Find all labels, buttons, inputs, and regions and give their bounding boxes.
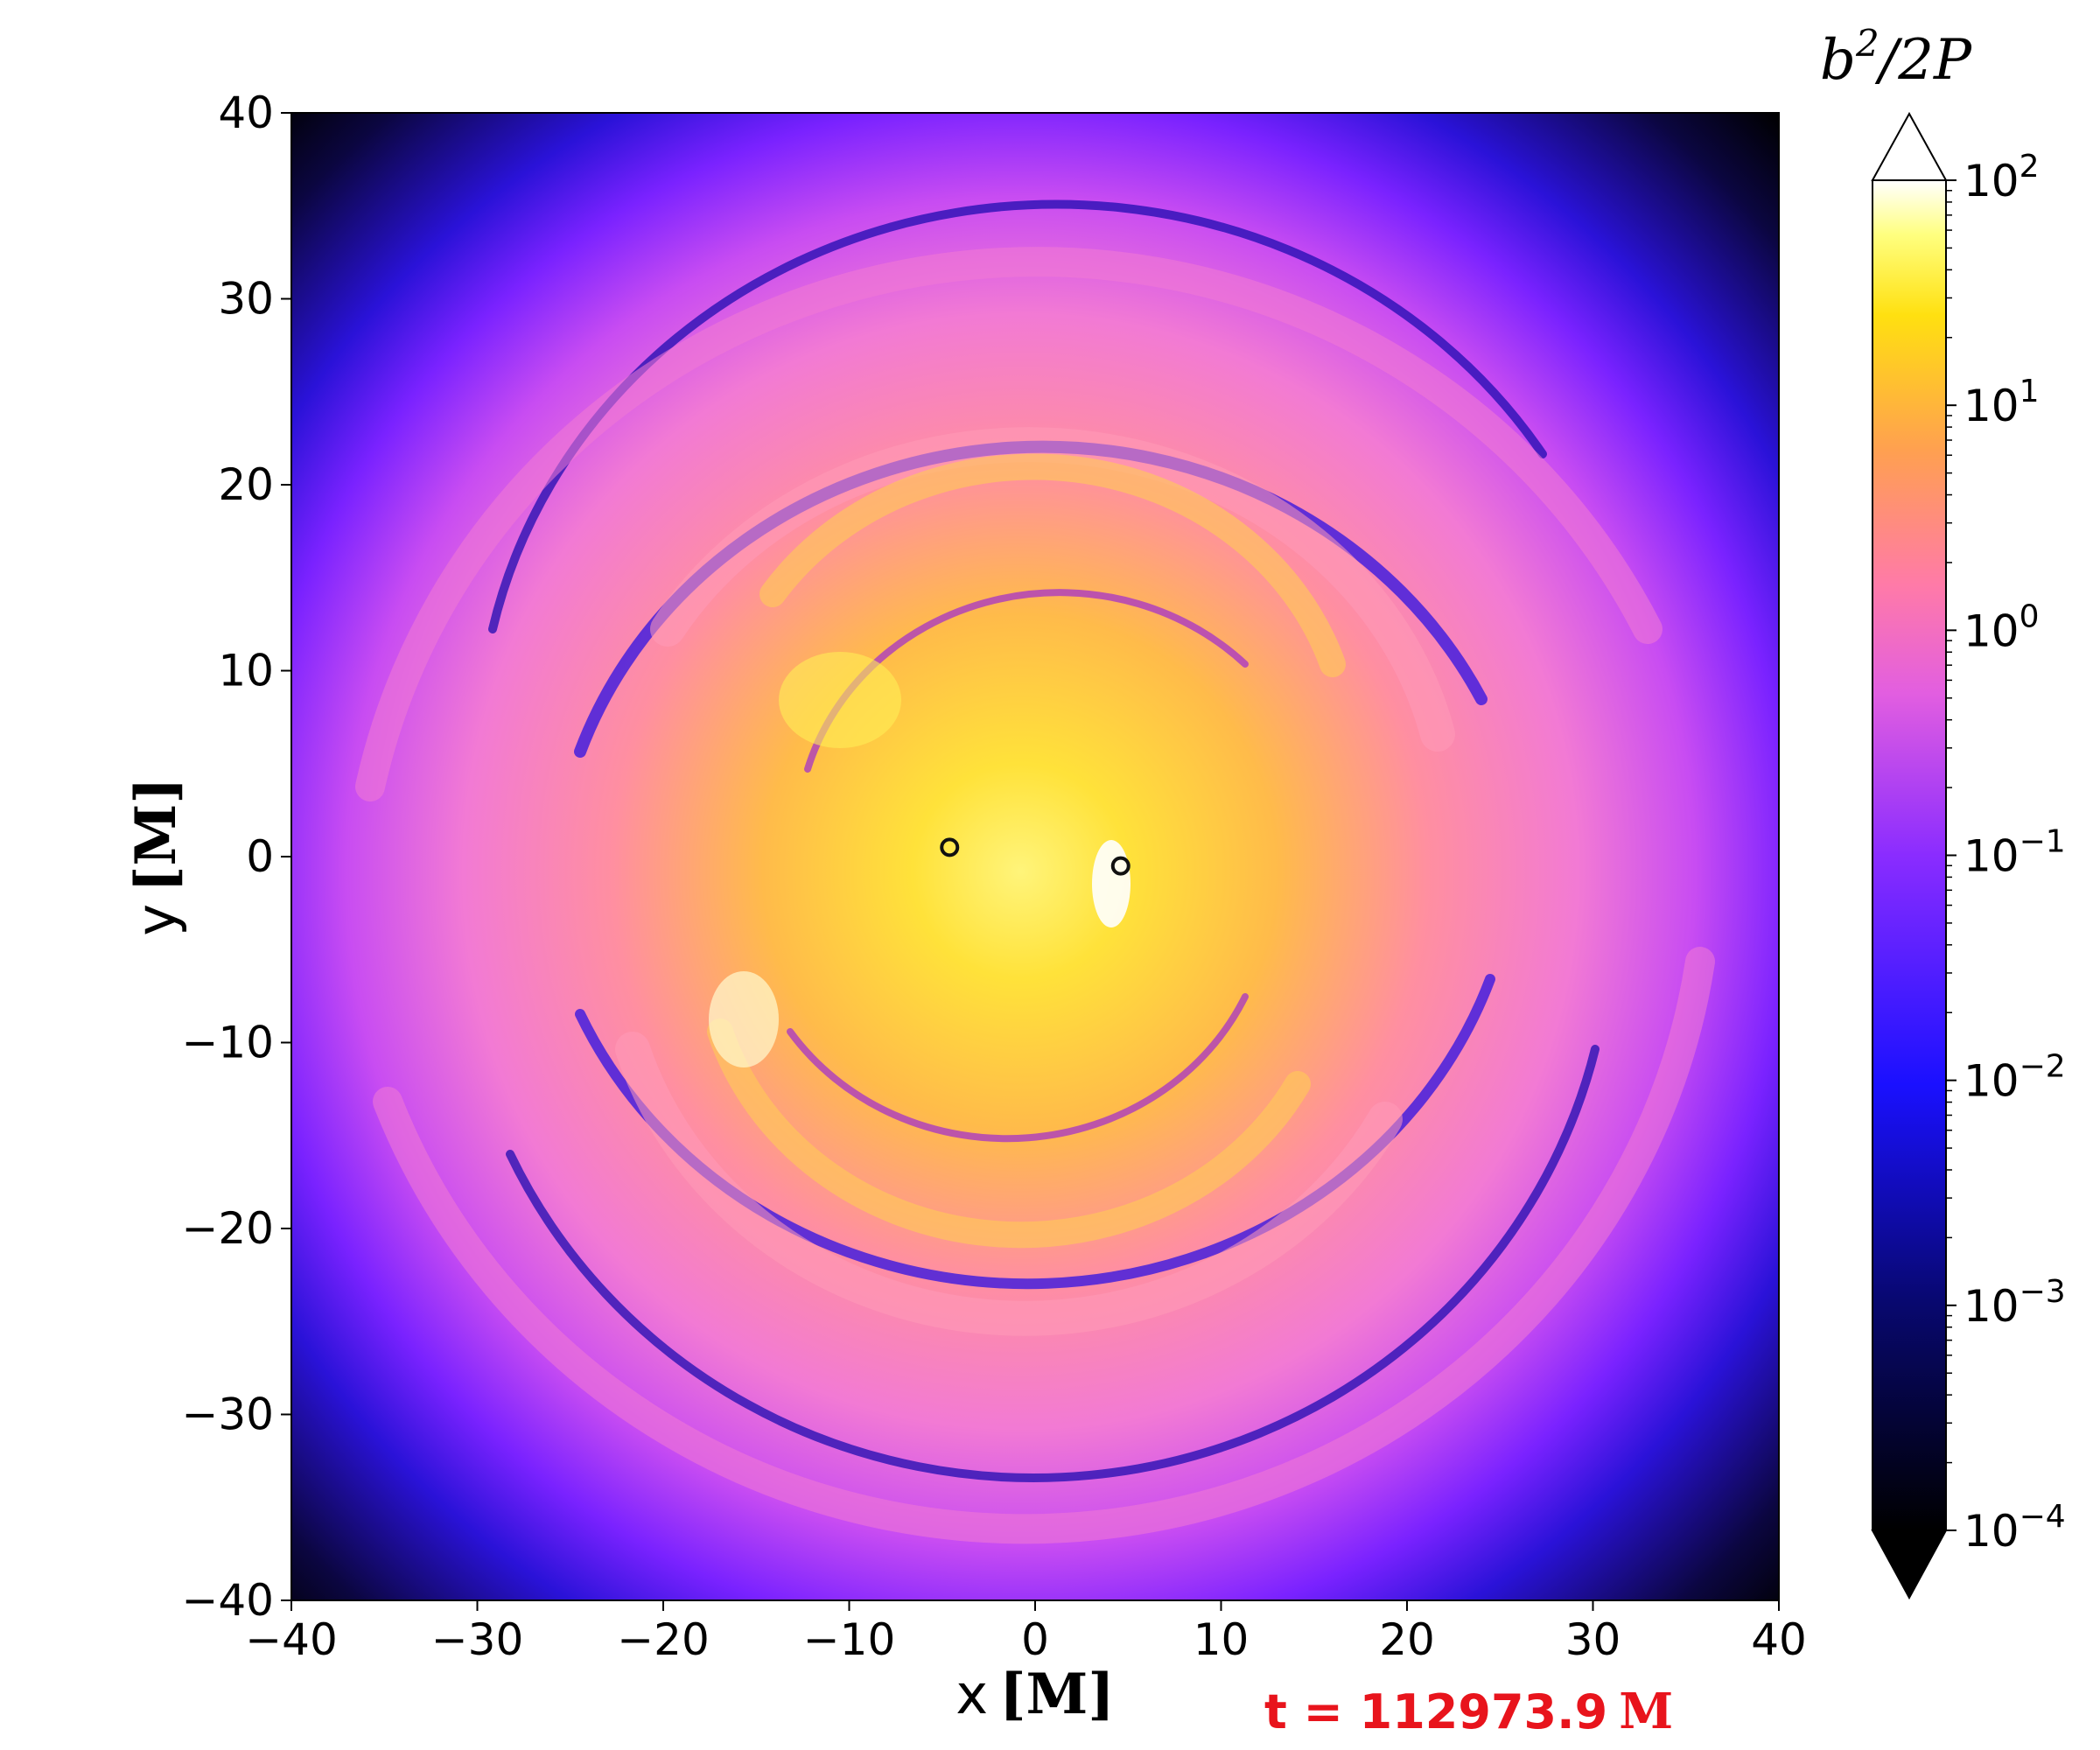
heatmap-field <box>291 113 1779 1600</box>
colorbar: 102 101 100 10−1 10−2 10−3 10−4 b2/2P <box>1820 22 2066 1600</box>
heatmap-plot-area <box>291 113 1779 1600</box>
y-axis-ticks: −40 −30 −20 −10 0 10 20 30 40 <box>181 88 291 1626</box>
colorbar-tick-label: 100 <box>1964 598 2040 656</box>
y-tick-label: −10 <box>181 1018 274 1068</box>
colorbar-tick-label: 10−1 <box>1964 824 2066 882</box>
x-tick-label: 20 <box>1379 1614 1435 1665</box>
x-tick-label: −30 <box>431 1614 524 1665</box>
x-tick-label: 10 <box>1194 1614 1250 1665</box>
black-hole-1-marker <box>940 837 960 858</box>
y-tick-label: −30 <box>181 1390 274 1440</box>
colorbar-tick-label: 101 <box>1964 374 2040 431</box>
x-tick-label: −20 <box>617 1614 710 1665</box>
y-axis-label: y [M] <box>123 777 189 935</box>
x-axis-label: x [M] <box>956 1662 1114 1727</box>
y-tick-label: 0 <box>246 831 274 882</box>
colorbar-title: b2/2P <box>1820 22 1972 93</box>
black-hole-markers <box>940 837 1130 876</box>
x-axis-ticks: −40 −30 −20 −10 0 10 20 30 40 <box>245 1600 1807 1665</box>
y-tick-label: 30 <box>218 274 274 325</box>
y-tick-label: 20 <box>218 459 274 510</box>
y-tick-label: 40 <box>218 88 274 138</box>
colorbar-gradient <box>1872 180 1946 1530</box>
y-tick-label: 10 <box>218 646 274 696</box>
colorbar-tick-label: 10−3 <box>1964 1274 2066 1332</box>
colorbar-ticks: 102 101 100 10−1 10−2 10−3 10−4 <box>1946 149 2066 1557</box>
colorbar-tick-label: 102 <box>1964 149 2040 206</box>
spiral-arms <box>355 200 1715 1544</box>
y-tick-label: −20 <box>181 1203 274 1254</box>
y-tick-label: −40 <box>181 1575 274 1626</box>
colorbar-extend-min <box>1871 1530 1948 1600</box>
x-tick-label: −40 <box>245 1614 338 1665</box>
colorbar-tick-label: 10−2 <box>1964 1049 2066 1107</box>
hot-spots <box>709 652 1130 1068</box>
x-tick-label: 40 <box>1751 1614 1807 1665</box>
x-tick-label: 30 <box>1565 1614 1621 1665</box>
x-tick-label: 0 <box>1021 1614 1049 1665</box>
time-annotation: t = 112973.9 M <box>1264 1683 1673 1740</box>
colorbar-tick-label: 10−4 <box>1964 1499 2066 1557</box>
black-hole-2-marker <box>1110 856 1130 876</box>
colorbar-extend-max <box>1871 111 1948 181</box>
x-tick-label: −10 <box>803 1614 896 1665</box>
